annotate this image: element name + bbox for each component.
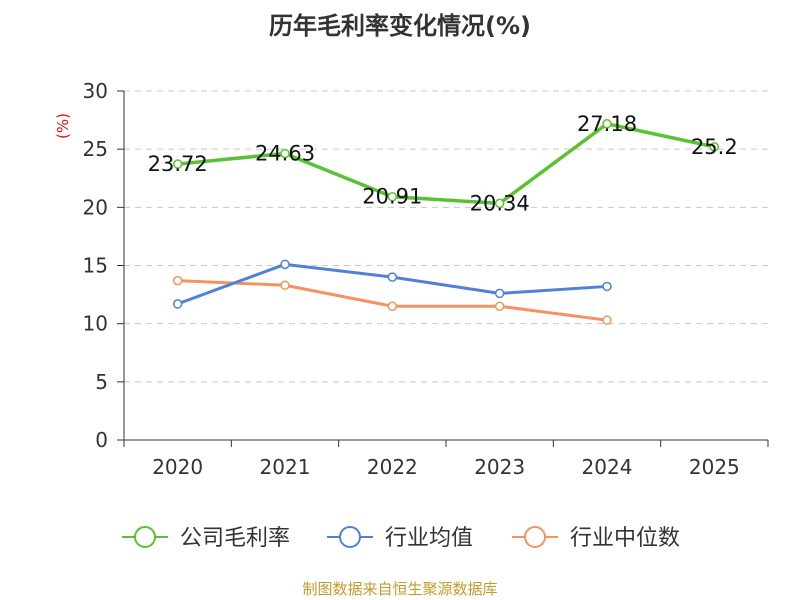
data-point [494, 301, 505, 311]
data-point [172, 159, 183, 169]
legend-marker [134, 526, 156, 548]
x-tick-label: 2022 [367, 455, 418, 479]
data-point [602, 281, 612, 292]
data-point [280, 259, 290, 270]
data-point [602, 119, 612, 129]
data-point [387, 191, 398, 202]
y-tick-label: 15 [83, 254, 108, 278]
legend-label: 公司毛利率 [180, 526, 290, 551]
legend-marker [339, 526, 361, 548]
y-tick-label: 25 [83, 137, 108, 161]
y-tick-label: 30 [83, 79, 108, 103]
series-line [176, 279, 609, 322]
data-point [280, 148, 290, 159]
legend-label: 行业中位数 [570, 526, 680, 551]
data-label: 24.63 [255, 141, 315, 165]
data-label: 20.91 [362, 185, 422, 209]
data-label: 27.18 [577, 112, 637, 136]
x-tick-label: 2021 [260, 455, 311, 479]
data-point [172, 299, 183, 309]
y-tick-label: 20 [83, 195, 108, 219]
y-tick-label: 10 [83, 312, 108, 336]
chart-title: 历年毛利率变化情况(%) [269, 12, 531, 40]
data-point [172, 275, 183, 286]
data-label: 23.72 [148, 152, 208, 176]
data-point [387, 301, 398, 311]
data-point [494, 198, 505, 209]
data-point [709, 142, 720, 152]
data-label: 20.34 [470, 191, 530, 215]
data-point [494, 288, 505, 299]
x-tick-label: 2023 [474, 455, 525, 479]
y-axis-label: (%) [54, 113, 72, 139]
data-label: 25.2 [691, 135, 738, 159]
y-tick-label: 5 [95, 370, 108, 394]
legend-label: 行业均值 [385, 526, 473, 551]
x-tick-label: 2020 [152, 455, 203, 479]
y-tick-label: 0 [95, 428, 108, 452]
data-point [280, 280, 290, 291]
data-point [387, 272, 398, 282]
data-point [602, 315, 612, 325]
series-line [175, 122, 717, 206]
x-tick-label: 2024 [582, 455, 633, 479]
legend-marker [524, 526, 546, 548]
x-tick-label: 2025 [689, 455, 740, 479]
source-note: 制图数据来自恒生聚源数据库 [302, 580, 498, 598]
